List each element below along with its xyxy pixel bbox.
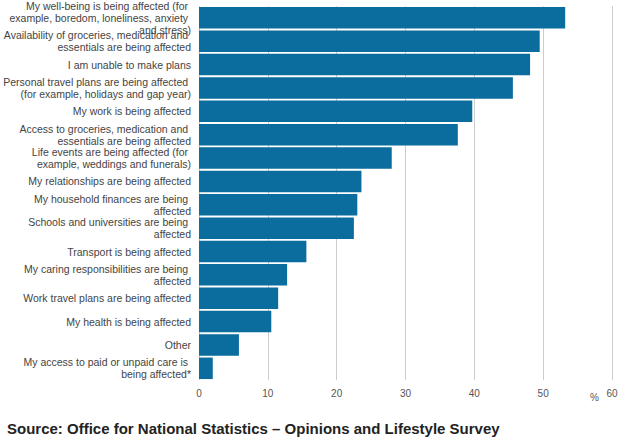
svg-text:I am unable to make plans: I am unable to make plans (68, 59, 191, 71)
svg-text:Transport is being affected: Transport is being affected (67, 246, 191, 258)
svg-text:My caring responsibilities are: My caring responsibilities are being (24, 263, 191, 275)
svg-text:My access to paid or unpaid ca: My access to paid or unpaid care is (24, 356, 192, 368)
svg-text:example, boredom, loneliness,: example, boredom, loneliness, anxiety (9, 12, 191, 24)
svg-text:30: 30 (400, 388, 412, 399)
svg-text:example, weddings and funerals: example, weddings and funerals) (37, 158, 191, 170)
svg-text:being affected*: being affected* (121, 368, 191, 380)
svg-text:Source: Office for National St: Source: Office for National Statistics –… (7, 420, 500, 437)
svg-text:Work travel plans are being af: Work travel plans are being affected (23, 292, 191, 304)
svg-text:60: 60 (606, 388, 618, 399)
svg-text:My work is being affected: My work is being affected (73, 105, 191, 117)
svg-text:My well-being is being affecte: My well-being is being affected (for (26, 0, 191, 12)
svg-text:10: 10 (262, 388, 274, 399)
svg-text:(for example, holidays and gap: (for example, holidays and gap year) (21, 88, 191, 100)
svg-text:My health is being affected: My health is being affected (66, 316, 191, 328)
svg-text:Life events are being affected: Life events are being affected (for (32, 146, 191, 158)
svg-text:Schools and universities are b: Schools and universities are being (28, 216, 191, 228)
svg-text:affected: affected (154, 205, 191, 217)
svg-text:%: % (590, 392, 599, 403)
svg-text:My household finances are bein: My household finances are being (34, 193, 191, 205)
svg-text:50: 50 (538, 388, 550, 399)
svg-text:Access to groceries, medicatio: Access to groceries, medication and (19, 123, 191, 135)
svg-text:affected: affected (154, 228, 191, 240)
svg-text:essentials are being affected: essentials are being affected (58, 135, 192, 147)
svg-text:Other: Other (165, 339, 192, 351)
svg-text:Personal travel plans are bein: Personal travel plans are being affected (3, 76, 191, 88)
svg-text:20: 20 (331, 388, 343, 399)
svg-text:Availability of groceries, med: Availability of groceries, medication an… (4, 29, 191, 41)
svg-text:essentials are being affected: essentials are being affected (58, 41, 192, 53)
svg-text:affected: affected (154, 275, 191, 287)
svg-text:0: 0 (196, 388, 202, 399)
svg-text:40: 40 (469, 388, 481, 399)
svg-text:My relationships are being aff: My relationships are being affected (28, 175, 191, 187)
